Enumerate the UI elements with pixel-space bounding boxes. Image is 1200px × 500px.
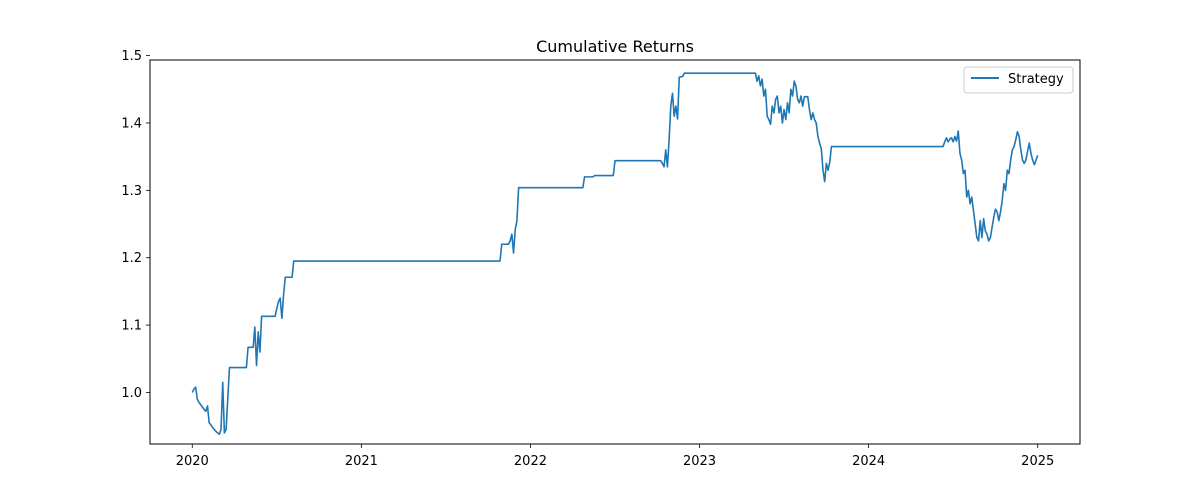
y-tick-label: 1.3 (121, 184, 142, 199)
x-tick-label: 2024 (852, 454, 885, 469)
legend: Strategy (963, 66, 1074, 94)
series-line-strategy (191, 72, 1039, 436)
legend-label-strategy: Strategy (1008, 72, 1064, 87)
x-tick-label: 2025 (1021, 454, 1054, 469)
x-tick-label: 2023 (683, 454, 716, 469)
y-tick-label: 1.5 (121, 49, 142, 64)
chart-title: Cumulative Returns (536, 37, 694, 56)
y-tick-label: 1.2 (121, 251, 142, 266)
legend-box (963, 66, 1074, 94)
x-tick-label: 2021 (345, 454, 378, 469)
x-tick-label: 2020 (176, 454, 209, 469)
y-axis-ticks: 1.0 1.1 1.2 1.3 1.4 1.5 (121, 49, 150, 401)
y-tick-label: 1.4 (121, 116, 142, 131)
x-axis-ticks: 2020 2021 2022 2023 2024 2025 (176, 444, 1054, 469)
y-tick-label: 1.1 (121, 319, 142, 334)
x-tick-label: 2022 (514, 454, 547, 469)
axes-frame (149, 59, 1081, 445)
y-tick-label: 1.0 (121, 386, 142, 401)
series-layer (191, 72, 1039, 436)
